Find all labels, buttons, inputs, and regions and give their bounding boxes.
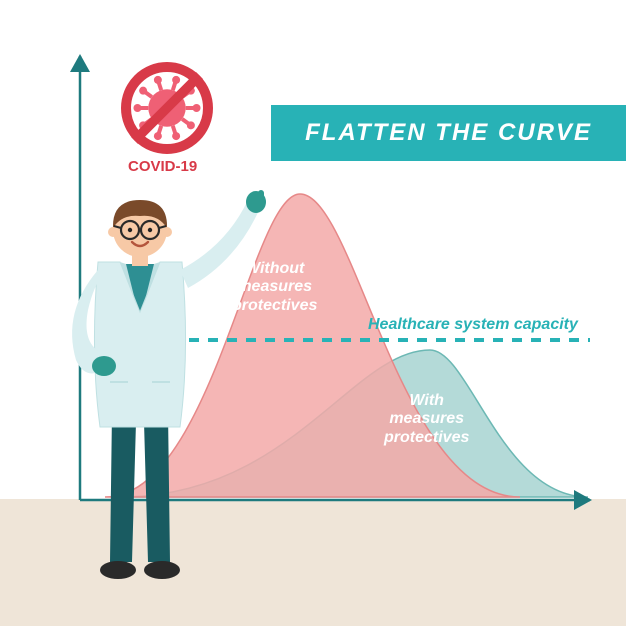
- label-with-l2: measures: [389, 410, 464, 427]
- label-with-l1: With: [409, 392, 444, 409]
- label-without-l3: protectives: [232, 297, 317, 314]
- no-virus-badge-icon: [118, 59, 216, 157]
- curve-label-without: Without measures protectives: [232, 260, 317, 315]
- covid-label: COVID-19: [128, 158, 197, 175]
- curve-label-with: With measures protectives: [384, 392, 469, 447]
- label-without-l2: measures: [237, 278, 312, 295]
- label-with-l3: protectives: [384, 429, 469, 446]
- label-without-l1: Without: [245, 260, 304, 277]
- covid-label-text: COVID-19: [128, 158, 197, 175]
- capacity-label: Healthcare system capacity: [368, 316, 578, 334]
- title-banner: FLATTEN THE CURVE: [271, 105, 626, 161]
- title-text: FLATTEN THE CURVE: [305, 119, 592, 146]
- infographic-stage: FLATTEN THE CURVE COVID-19 Healthcare sy…: [0, 0, 626, 626]
- capacity-label-text: Healthcare system capacity: [368, 316, 578, 333]
